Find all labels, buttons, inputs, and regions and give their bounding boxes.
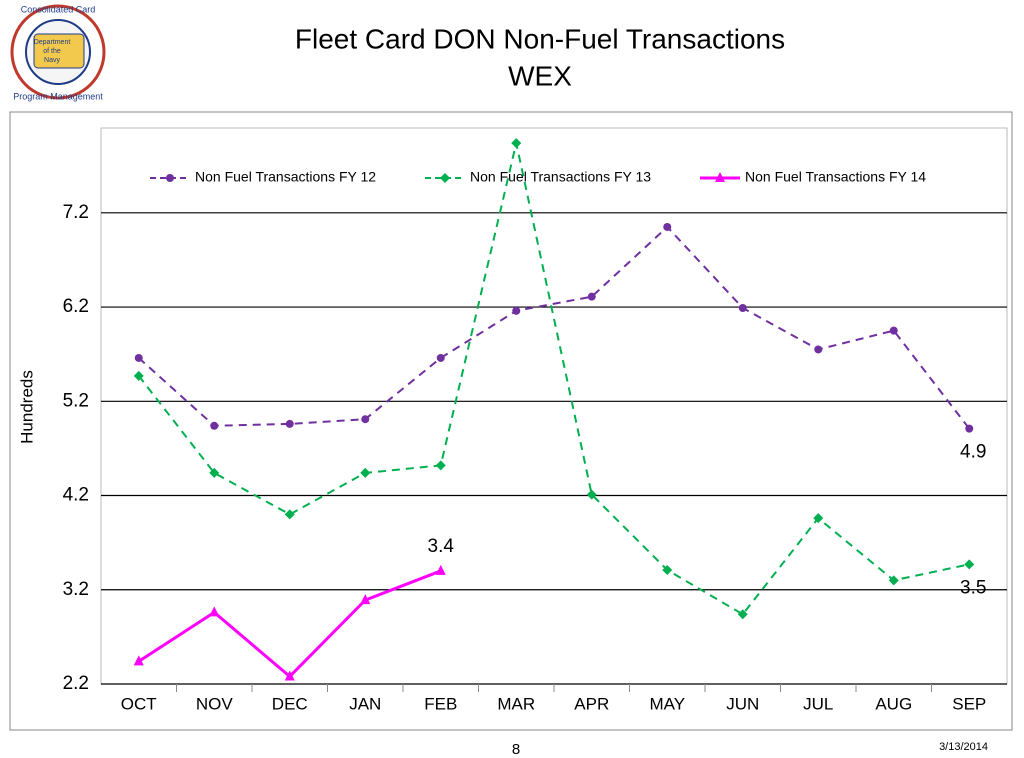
marker	[285, 419, 294, 428]
x-tick-label: DEC	[272, 694, 308, 713]
marker	[965, 424, 974, 433]
series-line	[137, 569, 442, 679]
chart-title: Fleet Card DON Non-Fuel Transactions	[295, 23, 785, 54]
x-tick-label: SEP	[952, 694, 986, 713]
marker	[133, 655, 144, 666]
x-tick-label: FEB	[424, 694, 457, 713]
series-line	[137, 142, 970, 616]
y-tick-label: 3.2	[63, 579, 89, 600]
marker	[210, 421, 219, 430]
plot-area	[100, 127, 1008, 685]
x-tick-label: JAN	[349, 694, 381, 713]
logo-card	[33, 33, 85, 69]
legend-label: Non Fuel Transactions FY 14	[745, 169, 926, 185]
page-number: 8	[512, 741, 520, 758]
marker	[284, 670, 295, 681]
y-axis-label: Hundreds	[17, 370, 36, 444]
marker	[435, 460, 446, 471]
x-tick-label: OCT	[121, 694, 157, 713]
y-tick-label: 2.2	[63, 673, 89, 694]
marker	[511, 138, 522, 149]
y-tick-label: 4.2	[63, 485, 89, 506]
marker	[964, 559, 975, 570]
marker	[360, 594, 371, 605]
legend-marker	[166, 174, 174, 182]
marker	[587, 292, 596, 301]
x-tick-label: MAY	[649, 694, 685, 713]
legend-label: Non Fuel Transactions FY 13	[470, 169, 651, 185]
y-tick-label: 7.2	[63, 202, 89, 223]
logo-line: of the	[43, 48, 61, 55]
data-label: 3.4	[428, 536, 455, 557]
data-label: 3.5	[960, 577, 986, 598]
marker	[284, 509, 295, 520]
marker	[814, 345, 823, 354]
marker	[586, 489, 597, 500]
y-tick-label: 5.2	[63, 390, 89, 411]
date: 3/13/2014	[939, 741, 988, 753]
marker	[663, 222, 672, 231]
x-tick-label: JUN	[726, 694, 759, 713]
logo-bottom-text: Program Management	[13, 91, 103, 101]
legend-marker	[440, 173, 450, 183]
marker	[512, 306, 521, 315]
logo: Consolidated Card Program Management Dep…	[10, 4, 106, 101]
x-tick-label: APR	[574, 694, 609, 713]
marker	[813, 513, 824, 524]
logo-line: Navy	[44, 57, 60, 64]
marker	[738, 303, 747, 312]
marker	[134, 353, 143, 362]
marker	[888, 575, 899, 586]
legend-marker	[715, 172, 725, 182]
chart-subtitle: WEX	[508, 60, 572, 91]
marker	[436, 353, 445, 362]
chart-frame	[9, 111, 1013, 731]
marker	[435, 564, 446, 575]
legend-label: Non Fuel Transactions FY 12	[195, 169, 376, 185]
logo-top-text: Consolidated Card	[21, 4, 96, 14]
marker	[361, 415, 370, 424]
x-tick-label: JUL	[803, 694, 833, 713]
x-tick-label: MAR	[497, 694, 535, 713]
y-tick-label: 6.2	[63, 296, 89, 317]
marker	[209, 467, 220, 478]
series-line	[138, 225, 971, 430]
x-tick-label: NOV	[196, 694, 234, 713]
data-label: 4.9	[960, 442, 986, 463]
x-tick-label: AUG	[875, 694, 912, 713]
marker	[133, 370, 144, 381]
logo-line: Department	[34, 39, 71, 46]
marker	[209, 606, 220, 617]
marker	[737, 609, 748, 620]
marker	[360, 467, 371, 478]
marker	[889, 326, 898, 335]
marker	[662, 564, 673, 575]
